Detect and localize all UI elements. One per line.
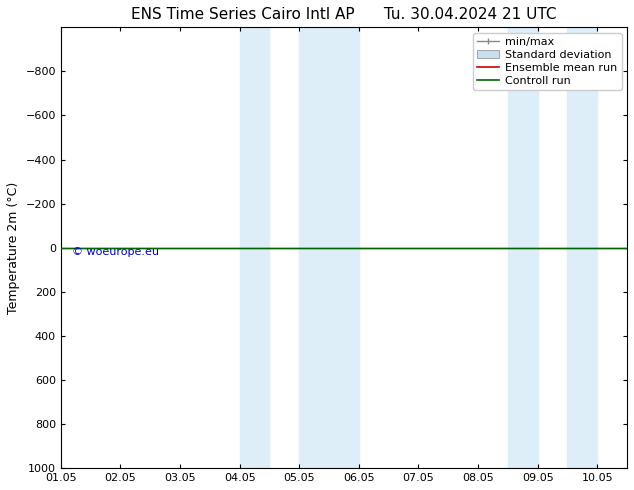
Title: ENS Time Series Cairo Intl AP      Tu. 30.04.2024 21 UTC: ENS Time Series Cairo Intl AP Tu. 30.04.…: [131, 7, 557, 22]
Bar: [240, 27, 269, 468]
Text: © woeurope.eu: © woeurope.eu: [72, 247, 159, 257]
Legend: min/max, Standard deviation, Ensemble mean run, Controll run: min/max, Standard deviation, Ensemble me…: [472, 33, 621, 90]
Bar: [299, 27, 359, 468]
Y-axis label: Temperature 2m (°C): Temperature 2m (°C): [7, 182, 20, 314]
Bar: [508, 27, 538, 468]
Bar: [567, 27, 597, 468]
